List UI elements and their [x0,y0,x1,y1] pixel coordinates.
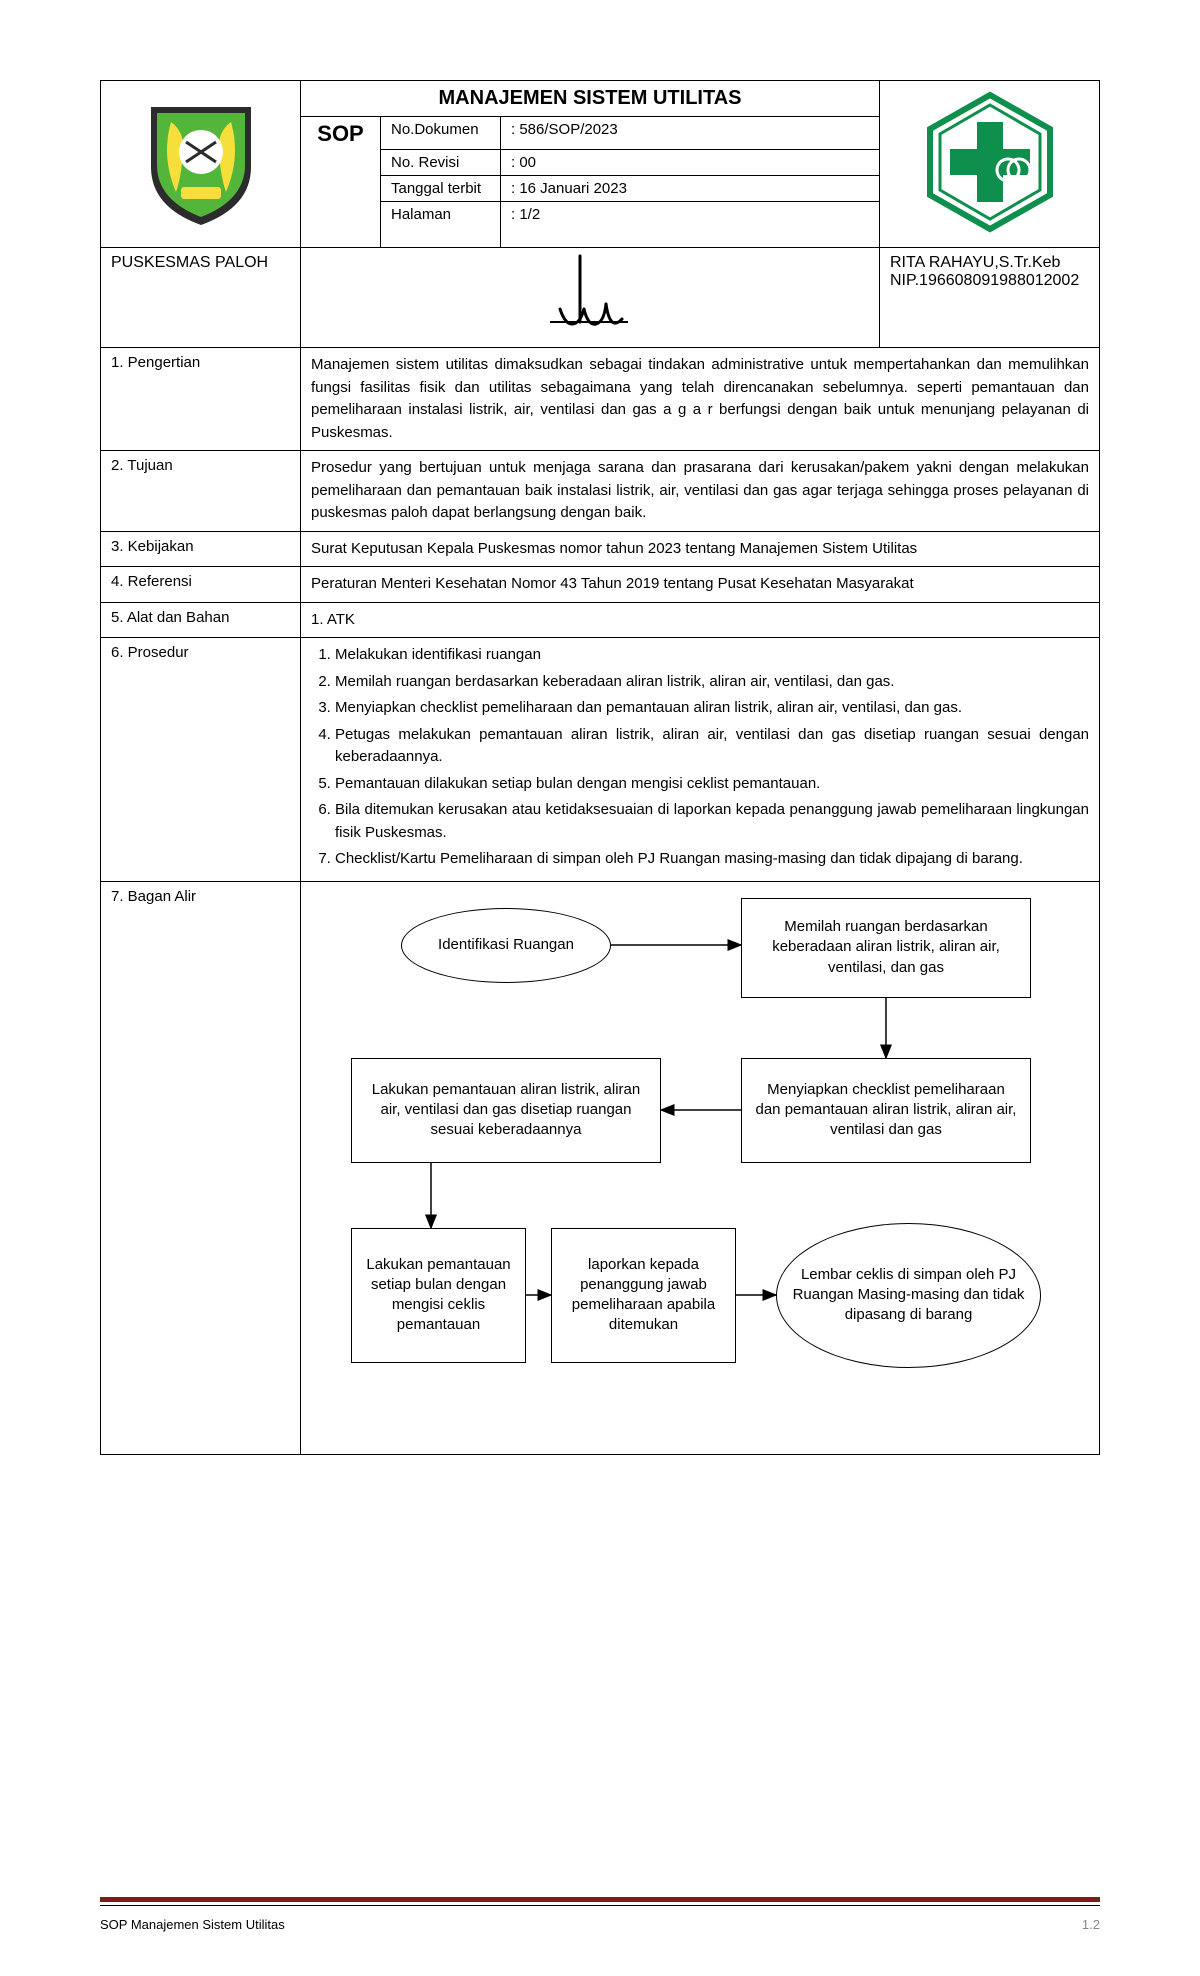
page: MANAJEMEN SISTEM UTILITAS SOP No.Dokumen… [0,0,1200,1976]
section-4-label: 4. Referensi [101,567,301,603]
flowchart-node: Lakukan pemantauan aliran listrik, alira… [351,1058,661,1163]
no-revisi-label: No. Revisi [381,150,501,176]
official-cell: RITA RAHAYU,S.Tr.Keb NIP.196608091988012… [880,248,1100,348]
signature-icon [510,254,670,334]
flowchart-node: Memilah ruangan berdasarkan keberadaan a… [741,898,1031,998]
flowchart-container: Identifikasi Ruangan Memilah ruangan berd… [311,888,1089,1448]
list-item: Bila ditemukan kerusakan atau ketidakses… [335,799,1089,844]
official-name: RITA RAHAYU,S.Tr.Keb [890,254,1089,272]
signature-cell [301,248,880,348]
section-6-content: Melakukan identifikasi ruangan Memilah r… [301,638,1100,882]
sop-label: SOP [301,117,381,248]
tanggal-label: Tanggal terbit [381,176,501,202]
flowchart-node: laporkan kepada penanggung jawab pemelih… [551,1228,736,1363]
section-5-content: 1. ATK [301,602,1100,638]
section-2-content: Prosedur yang bertujuan untuk menjaga sa… [301,451,1100,532]
no-dokumen-value: : 586/SOP/2023 [501,117,880,150]
section-2-label: 2. Tujuan [101,451,301,532]
tanggal-value: : 16 Januari 2023 [501,176,880,202]
section-1-content: Manajemen sistem utilitas dimaksudkan se… [301,348,1100,451]
halaman-label: Halaman [381,202,501,248]
section-6-label: 6. Prosedur [101,638,301,882]
regency-shield-icon [141,97,261,227]
regency-logo-cell [101,81,301,248]
flowchart-node: Lakukan pemantauan setiap bulan dengan m… [351,1228,526,1363]
sop-document-table: MANAJEMEN SISTEM UTILITAS SOP No.Dokumen… [100,80,1100,1455]
no-dokumen-label: No.Dokumen [381,117,501,150]
section-7-content: Identifikasi Ruangan Memilah ruangan berd… [301,881,1100,1454]
list-item: Pemantauan dilakukan setiap bulan dengan… [335,773,1089,796]
footer-rule [100,1897,1100,1906]
puskesmas-name: PUSKESMAS PALOH [101,248,301,348]
list-item: Memilah ruangan berdasarkan keberadaan a… [335,671,1089,694]
section-1-label: 1. Pengertian [101,348,301,451]
section-3-content: Surat Keputusan Kepala Puskesmas nomor t… [301,531,1100,567]
footer-label: SOP Manajemen Sistem Utilitas [100,1917,285,1932]
official-nip: NIP.196608091988012002 [890,272,1089,290]
list-item: Petugas melakukan pemantauan aliran list… [335,724,1089,769]
procedure-list: Melakukan identifikasi ruangan Memilah r… [311,644,1089,871]
flowchart-node: Menyiapkan checklist pemeliharaan dan pe… [741,1058,1031,1163]
section-3-label: 3. Kebijakan [101,531,301,567]
list-item: Checklist/Kartu Pemeliharaan di simpan o… [335,848,1089,871]
puskesmas-logo-cell [880,81,1100,248]
flowchart-node: Identifikasi Ruangan [401,908,611,983]
list-item: Menyiapkan checklist pemeliharaan dan pe… [335,697,1089,720]
section-5-label: 5. Alat dan Bahan [101,602,301,638]
section-4-content: Peraturan Menteri Kesehatan Nomor 43 Tah… [301,567,1100,603]
no-revisi-value: : 00 [501,150,880,176]
halaman-value: : 1/2 [501,202,880,248]
flowchart-node: Lembar ceklis di simpan oleh PJ Ruangan … [776,1223,1041,1368]
puskesmas-hex-icon [915,87,1065,237]
list-item: Melakukan identifikasi ruangan [335,644,1089,667]
footer-page-number: 1.2 [1082,1917,1100,1932]
section-7-label: 7. Bagan Alir [101,881,301,1454]
document-title: MANAJEMEN SISTEM UTILITAS [301,81,880,117]
